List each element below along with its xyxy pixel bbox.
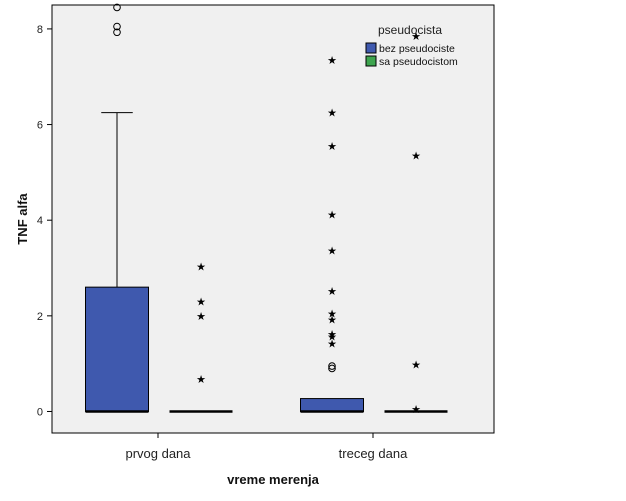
outlier-star: ★ — [327, 330, 337, 343]
outlier-star: ★ — [327, 307, 337, 320]
outlier-star: ★ — [411, 403, 421, 416]
legend-label: bez pseudociste — [379, 43, 455, 55]
y-tick-label: 6 — [37, 120, 43, 132]
legend-label: sa pseudocistom — [379, 56, 458, 68]
box-group — [85, 112, 448, 413]
outlier-star: ★ — [327, 328, 337, 341]
outlier-star: ★ — [327, 338, 337, 351]
outlier-circle — [113, 3, 121, 12]
outlier-star: ★ — [196, 295, 206, 308]
outlier-star: ★ — [327, 244, 337, 257]
legend-swatch — [365, 55, 377, 67]
outlier-circle — [113, 22, 121, 31]
outlier-star: ★ — [411, 30, 421, 43]
y-tick-label: 2 — [37, 311, 43, 323]
y-tick-label: 0 — [37, 406, 43, 418]
outlier-circle — [328, 362, 336, 370]
y-tick-label: 8 — [37, 24, 43, 36]
x-tick-label: prvog dana — [125, 446, 191, 461]
outlier-star: ★ — [196, 373, 206, 386]
outlier-group: ★★★★★★★★★★★★★★★★★★★ — [113, 3, 421, 416]
outlier-star: ★ — [196, 261, 206, 274]
x-axis: prvog dana treceg dana — [125, 433, 408, 461]
y-axis-title: TNF alfa — [15, 193, 30, 245]
outlier-star: ★ — [327, 285, 337, 298]
outlier-star: ★ — [327, 140, 337, 153]
outlier-star: ★ — [411, 359, 421, 372]
outlier-star: ★ — [327, 54, 337, 67]
outlier-star: ★ — [327, 107, 337, 120]
outlier-star: ★ — [411, 150, 421, 163]
y-tick-label: 4 — [37, 215, 43, 227]
y-axis: 0 2 4 6 8 — [37, 24, 52, 418]
box-0-0 — [85, 286, 149, 412]
outlier-star: ★ — [327, 208, 337, 221]
outlier-circle — [113, 28, 121, 37]
outlier-circle — [328, 364, 336, 373]
x-axis-title: vreme merenja — [227, 472, 320, 487]
outlier-star: ★ — [327, 314, 337, 327]
outlier-star: ★ — [196, 310, 206, 323]
legend-title: pseudocista — [378, 23, 442, 37]
x-tick-label: treceg dana — [339, 446, 408, 461]
legend-swatch — [365, 42, 377, 54]
box-0-1 — [300, 398, 364, 412]
